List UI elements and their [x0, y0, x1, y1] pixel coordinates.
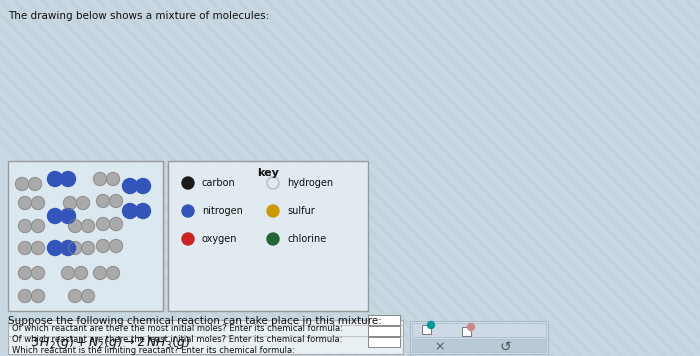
Circle shape: [60, 209, 76, 224]
Circle shape: [106, 267, 120, 279]
Text: carbon: carbon: [202, 178, 236, 188]
Circle shape: [32, 220, 45, 232]
Text: key: key: [257, 168, 279, 178]
Bar: [168, 161, 368, 311]
Circle shape: [122, 178, 137, 194]
Circle shape: [97, 194, 109, 208]
Circle shape: [81, 220, 94, 232]
Text: chlorine: chlorine: [287, 234, 326, 244]
Circle shape: [97, 240, 109, 252]
Circle shape: [69, 289, 81, 303]
Circle shape: [267, 233, 279, 245]
Circle shape: [109, 194, 122, 208]
Circle shape: [48, 172, 62, 187]
Bar: [8, 320, 403, 354]
Bar: [410, 321, 548, 354]
Circle shape: [136, 178, 150, 194]
Circle shape: [32, 241, 45, 255]
Circle shape: [182, 177, 194, 189]
Circle shape: [18, 220, 32, 232]
Circle shape: [60, 172, 76, 187]
Text: Which reactant is the limiting reactant? Enter its chemical formula:: Which reactant is the limiting reactant?…: [12, 346, 295, 355]
Circle shape: [48, 241, 62, 256]
Circle shape: [69, 241, 81, 255]
Text: Of which reactant are there the most initial moles? Enter its chemical formula:: Of which reactant are there the most ini…: [12, 324, 343, 333]
Circle shape: [74, 267, 88, 279]
Bar: [412, 339, 546, 352]
Circle shape: [81, 241, 94, 255]
Circle shape: [136, 204, 150, 219]
Bar: [368, 326, 400, 336]
Text: Of which reactant are there the least initial moles? Enter its chemical formula:: Of which reactant are there the least in…: [12, 335, 342, 344]
Bar: [422, 325, 431, 334]
Bar: [8, 161, 163, 311]
Circle shape: [109, 240, 122, 252]
Circle shape: [94, 173, 106, 185]
Circle shape: [18, 197, 32, 209]
Circle shape: [182, 205, 194, 217]
Circle shape: [122, 204, 137, 219]
Circle shape: [18, 289, 32, 303]
Bar: [462, 327, 471, 336]
Circle shape: [267, 205, 279, 217]
Circle shape: [64, 197, 76, 209]
Circle shape: [32, 289, 45, 303]
Text: The drawing below shows a mixture of molecules:: The drawing below shows a mixture of mol…: [8, 11, 270, 21]
Circle shape: [62, 267, 74, 279]
Circle shape: [48, 209, 62, 224]
Text: ×: ×: [435, 340, 445, 353]
Circle shape: [106, 173, 120, 185]
Text: sulfur: sulfur: [287, 206, 315, 216]
Text: nitrogen: nitrogen: [202, 206, 243, 216]
Circle shape: [60, 241, 76, 256]
Circle shape: [94, 267, 106, 279]
Circle shape: [18, 241, 32, 255]
Circle shape: [76, 197, 90, 209]
Circle shape: [109, 218, 122, 230]
Circle shape: [29, 178, 41, 190]
Circle shape: [182, 233, 194, 245]
Text: $3\,H_2(g) + N_2(g) \rightarrow 2\,NH_3(g)$: $3\,H_2(g) + N_2(g) \rightarrow 2\,NH_3(…: [30, 334, 190, 351]
Text: hydrogen: hydrogen: [287, 178, 333, 188]
Circle shape: [81, 289, 94, 303]
Text: Suppose the following chemical reaction can take place in this mixture:: Suppose the following chemical reaction …: [8, 316, 382, 326]
Circle shape: [15, 178, 29, 190]
Circle shape: [69, 220, 81, 232]
Text: oxygen: oxygen: [202, 234, 237, 244]
Circle shape: [32, 197, 45, 209]
Circle shape: [18, 267, 32, 279]
Circle shape: [468, 324, 475, 330]
Bar: [368, 337, 400, 347]
Circle shape: [428, 321, 435, 329]
Text: ↺: ↺: [499, 340, 511, 354]
Circle shape: [97, 218, 109, 230]
Bar: [412, 323, 546, 337]
Circle shape: [32, 267, 45, 279]
Bar: [368, 315, 400, 325]
